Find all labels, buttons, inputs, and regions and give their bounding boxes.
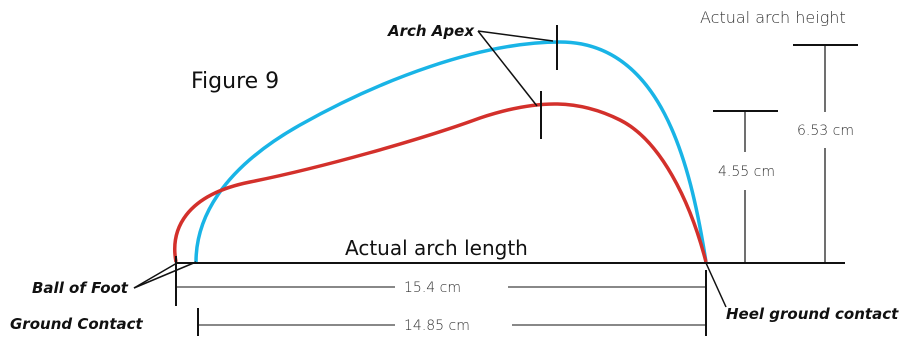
length-red-value: 15.4 cm [404, 280, 461, 296]
actual-arch-height-label: Actual arch height [700, 8, 846, 27]
ball-pointer-red [133, 262, 178, 289]
red-arch-curve [173, 102, 708, 263]
height-red-value: 4.55 cm [718, 164, 775, 180]
length-blue-value: 14.85 cm [404, 318, 470, 334]
actual-arch-length-label: Actual arch length [345, 236, 528, 260]
apex-pointer-red [477, 30, 538, 107]
ground-contact-label: Ground Contact [10, 315, 144, 333]
heel-pointer [705, 262, 727, 308]
blue-arch-curve [194, 40, 708, 263]
ball-of-foot-label: Ball of Foot [32, 279, 129, 297]
arch-apex-label: Arch Apex [387, 22, 475, 40]
figure-title: Figure 9 [191, 69, 279, 94]
height-blue-value: 6.53 cm [797, 123, 854, 139]
heel-ground-contact-label: Heel ground contact [726, 305, 899, 323]
apex-pointer-blue [477, 30, 554, 42]
ball-pointer-blue [133, 261, 197, 289]
